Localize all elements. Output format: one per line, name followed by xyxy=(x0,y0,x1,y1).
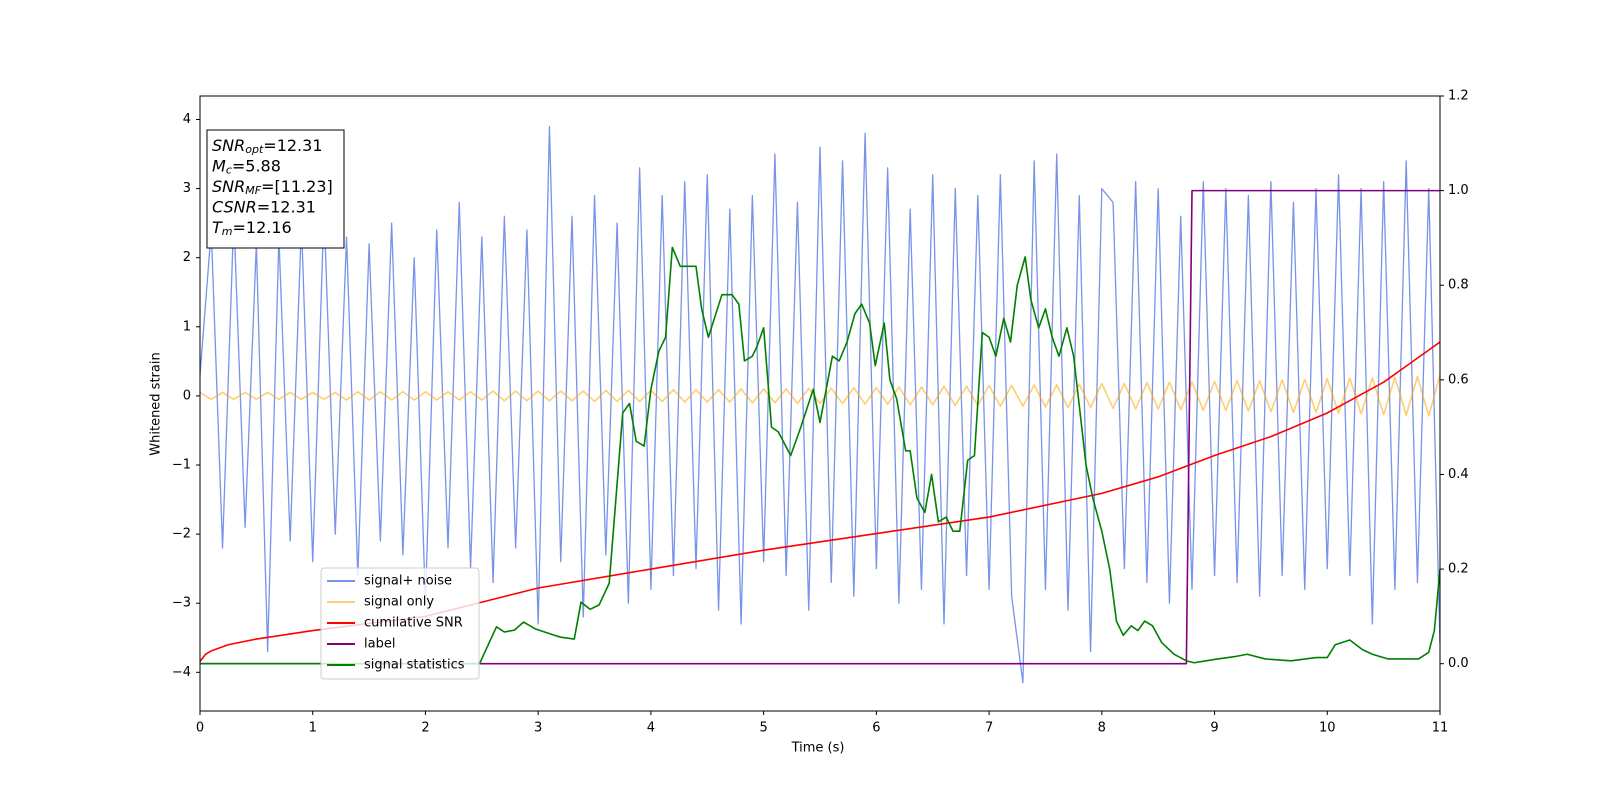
y-tick-label: −2 xyxy=(172,527,191,542)
x-tick-label: 10 xyxy=(1319,721,1336,736)
y2-tick-label: 0.8 xyxy=(1448,278,1469,293)
y-tick-label: 2 xyxy=(183,250,191,265)
annotation-main: M xyxy=(212,156,226,175)
y2-tick-label: 0.6 xyxy=(1448,372,1469,387)
x-tick-label: 7 xyxy=(985,721,993,736)
legend-label: signal+ noise xyxy=(364,574,452,589)
series-line xyxy=(200,189,1440,665)
y-tick-label: 1 xyxy=(183,319,191,334)
y-tick-label: 0 xyxy=(183,388,191,403)
y2-tick-label: 1.0 xyxy=(1448,183,1469,198)
x-tick-label: 5 xyxy=(759,721,767,736)
series-line xyxy=(200,246,1440,665)
annotation-value: =12.16 xyxy=(233,218,292,237)
y-axis-label: Whitened strain xyxy=(149,352,164,455)
annotation-text: SNRopt=12.31 xyxy=(212,136,323,157)
annotation-value: =[11.23] xyxy=(261,177,333,196)
legend-label: signal statistics xyxy=(364,658,465,673)
plot-area xyxy=(200,125,1440,684)
annotation-sub: MF xyxy=(245,184,261,197)
series-line xyxy=(200,125,1440,684)
annotation-main: SNR xyxy=(212,177,245,196)
annotation-text: Tm=12.16 xyxy=(212,218,292,239)
annotation-value: =12.31 xyxy=(263,136,322,155)
annotation-main: CSNR xyxy=(212,197,257,216)
annotation-value: =5.88 xyxy=(232,156,281,175)
x-tick-label: 11 xyxy=(1432,721,1449,736)
annotation-main: SNR xyxy=(212,136,245,155)
annotation-sub: opt xyxy=(245,143,264,156)
x-tick-label: 3 xyxy=(534,721,542,736)
annotation-box xyxy=(206,129,345,249)
y-tick-label: 3 xyxy=(183,181,191,196)
y2-tick-label: 0.2 xyxy=(1448,562,1469,577)
legend-box xyxy=(320,567,480,680)
annotation-text: SNRMF=[11.23] xyxy=(212,177,333,198)
legend-label: signal only xyxy=(364,595,434,610)
x-tick-label: 1 xyxy=(309,721,317,736)
annotation-text: CSNR=12.31 xyxy=(212,197,316,216)
y-tick-label: 4 xyxy=(183,112,191,127)
x-tick-label: 6 xyxy=(872,721,880,736)
x-axis-label: Time (s) xyxy=(791,741,845,756)
annotation-text: Mc=5.88 xyxy=(212,156,281,177)
y-tick-label: −1 xyxy=(172,458,191,473)
annotation-value: =12.31 xyxy=(257,197,316,216)
legend-label: cumilative SNR xyxy=(364,616,463,631)
x-tick-label: 2 xyxy=(421,721,429,736)
legend-label: label xyxy=(364,637,395,652)
y2-tick-label: 1.2 xyxy=(1448,89,1469,104)
y2-tick-label: 0.0 xyxy=(1448,656,1469,671)
y-tick-label: −3 xyxy=(172,596,191,611)
series-line xyxy=(200,374,1440,417)
series-line xyxy=(200,341,1440,662)
x-tick-label: 8 xyxy=(1098,721,1106,736)
annotation-sub: c xyxy=(226,164,232,177)
y2-tick-label: 0.4 xyxy=(1448,467,1469,482)
x-tick-label: 9 xyxy=(1210,721,1218,736)
axes-frame xyxy=(199,95,1441,712)
y-tick-label: −4 xyxy=(172,665,191,680)
annotation-sub: m xyxy=(222,225,233,238)
x-tick-label: 4 xyxy=(647,721,655,736)
annotation-main: T xyxy=(212,218,223,237)
x-tick-label: 0 xyxy=(196,721,204,736)
